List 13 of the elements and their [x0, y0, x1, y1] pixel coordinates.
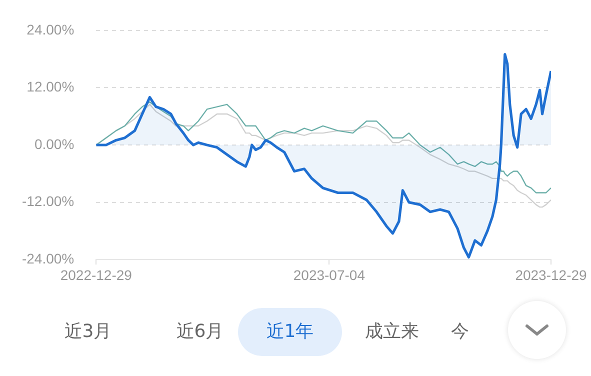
y-tick-label: -12.00%: [22, 193, 74, 210]
y-tick-label: 12.00%: [26, 78, 74, 95]
x-tick-label: 2023-07-04: [293, 266, 366, 283]
text: 成立来: [364, 320, 420, 344]
x-tick-label: 2022-12-29: [60, 266, 132, 283]
text: 近1年: [238, 308, 342, 356]
y-tick-label: 24.00%: [26, 21, 74, 38]
y-tick-label: -24.00%: [22, 250, 74, 266]
text: 近6月: [175, 320, 225, 344]
text: 今: [450, 320, 470, 344]
x-tick-label: 2023-12-29: [515, 266, 588, 283]
y-tick-label: 0.00%: [34, 136, 74, 152]
text: 近3月: [63, 320, 113, 344]
